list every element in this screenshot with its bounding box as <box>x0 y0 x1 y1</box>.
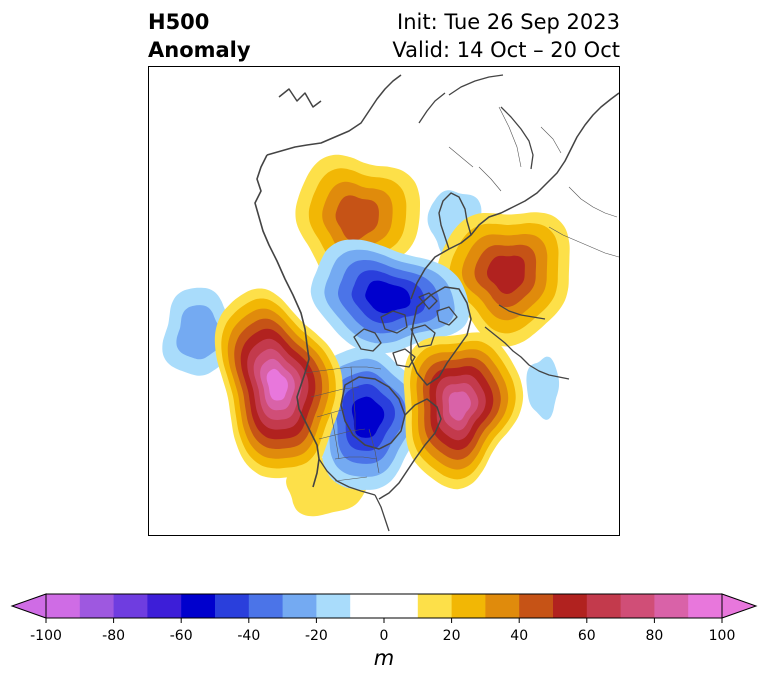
colorbar-segment <box>316 594 351 618</box>
title-init-date: Init: Tue 26 Sep 2023 <box>397 10 620 34</box>
coastline-caribbean <box>318 458 390 532</box>
colorbar-segment <box>46 594 81 618</box>
colorbar-segment <box>654 594 689 618</box>
colorbar-segment <box>384 594 419 618</box>
colorbar: -100 -80 -60 -40 -20 0 20 40 60 80 100 m <box>0 580 768 680</box>
colorbar-tick-label: -80 <box>102 628 125 644</box>
colorbar-tick-label: -40 <box>237 628 260 644</box>
colorbar-segment <box>417 594 453 618</box>
anomaly-contour-northern-alaska <box>335 195 379 241</box>
coastline-eurasia-north <box>410 92 619 300</box>
coastline-labrador <box>378 398 442 500</box>
anomaly-contour-eastern-atlantic <box>526 356 560 420</box>
anomaly-contour-subtropical-pacific <box>176 305 224 360</box>
borders <box>304 106 619 482</box>
colorbar-segment <box>688 594 723 618</box>
anomaly-contour-north-atlantic <box>448 391 471 421</box>
colorbar-extend-max <box>721 593 758 619</box>
colorbar-tick-label: 0 <box>380 628 389 644</box>
colorbar-tick-label: -20 <box>305 628 328 644</box>
colorbar-tick-label: 40 <box>510 628 528 644</box>
colorbar-segment <box>282 594 317 618</box>
anomaly-map <box>148 66 620 536</box>
colorbar-segment <box>79 594 115 618</box>
map-title-left: H500 Anomaly <box>148 8 251 64</box>
colorbar-segment <box>485 594 520 618</box>
colorbar-segment <box>553 594 588 618</box>
colorbar-extend-min <box>10 593 47 619</box>
colorbar-segment <box>586 594 622 618</box>
colorbar-segment <box>113 594 148 618</box>
coastline-scandinavia <box>438 192 472 250</box>
anomaly-contour-central-siberia <box>486 255 525 294</box>
colorbar-tick-label: -100 <box>30 628 62 644</box>
colorbar-ticks: -100 -80 -60 -40 -20 0 20 40 60 80 100 <box>30 618 735 644</box>
coastline-alaska <box>266 74 402 156</box>
colorbar-segment <box>350 594 385 618</box>
map-title-right: Init: Tue 26 Sep 2023 Valid: 14 Oct – 20… <box>392 8 620 64</box>
coastlines <box>254 74 619 532</box>
colorbar-tick-label: -60 <box>170 628 193 644</box>
anomaly-fills <box>162 154 570 517</box>
colorbar-tick-label: 80 <box>645 628 663 644</box>
colorbar-segment <box>181 594 216 618</box>
title-valid-range: Valid: 14 Oct – 20 Oct <box>392 38 620 62</box>
colorbar-segment <box>620 594 655 618</box>
colorbar-segment <box>147 594 182 618</box>
anomaly-map-canvas <box>162 74 619 532</box>
colorbar-segment <box>519 594 554 618</box>
coastline-europe-west <box>484 304 570 380</box>
title-field-type: Anomaly <box>148 38 251 62</box>
colorbar-segment <box>215 594 250 618</box>
colorbar-tick-label: 20 <box>443 628 461 644</box>
colorbar-canvas: -100 -80 -60 -40 -20 0 20 40 60 80 100 <box>10 593 758 644</box>
colorbar-segment <box>248 594 284 618</box>
anomaly-contour-northeast-pacific <box>266 368 288 401</box>
coastline-greenland <box>410 286 472 386</box>
colorbar-tick-label: 60 <box>578 628 596 644</box>
colorbar-tick-label: 100 <box>709 628 736 644</box>
anomaly-contour-hudson-bay <box>351 396 385 438</box>
title-field-name: H500 <box>148 10 210 34</box>
anomaly-contour-arctic-ocean <box>365 280 411 314</box>
coastline-hudson-bay <box>340 376 406 450</box>
colorbar-segments <box>10 593 758 619</box>
colorbar-segment <box>451 594 486 618</box>
coastline-asia-east <box>418 74 534 170</box>
coastline-na-west <box>254 154 320 488</box>
colorbar-units-label: m <box>373 646 395 670</box>
